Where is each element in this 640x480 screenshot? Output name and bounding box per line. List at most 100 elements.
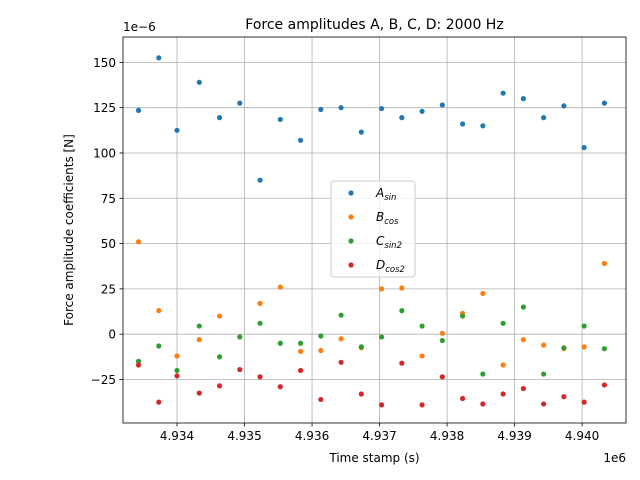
data-point-c-sin2 <box>358 344 364 350</box>
data-point-d-cos2 <box>601 382 607 388</box>
data-point-a-sin <box>338 105 344 111</box>
y-tick-label: −25 <box>91 373 116 387</box>
data-point-a-sin <box>520 96 526 102</box>
data-point-b-cos <box>338 336 344 342</box>
data-point-d-cos2 <box>297 367 304 374</box>
data-point-d-cos2 <box>216 383 223 389</box>
data-point-c-sin2 <box>277 340 283 346</box>
data-point-c-sin2 <box>439 337 445 344</box>
data-point-b-cos <box>257 300 263 306</box>
data-points <box>135 55 607 408</box>
data-point-b-cos <box>277 284 283 290</box>
data-point-a-sin <box>581 144 587 151</box>
x-tick-label: 4.938 <box>430 429 464 443</box>
data-point-a-sin <box>237 100 243 106</box>
data-point-a-sin <box>460 121 466 127</box>
data-point-d-cos2 <box>277 384 283 390</box>
data-point-c-sin2 <box>399 308 405 314</box>
data-point-c-sin2 <box>419 323 425 329</box>
y-tick-label: 100 <box>93 146 116 160</box>
data-point-d-cos2 <box>196 390 202 396</box>
data-point-b-cos <box>216 313 223 319</box>
data-point-a-sin <box>378 105 385 112</box>
data-point-c-sin2 <box>378 334 385 340</box>
plot-frame <box>122 36 627 424</box>
data-point-a-sin <box>601 100 607 106</box>
data-point-c-sin2 <box>601 346 607 352</box>
legend-marker <box>348 238 354 244</box>
data-point-b-cos <box>297 348 304 355</box>
data-point-c-sin2 <box>216 354 223 360</box>
data-point-b-cos <box>601 260 607 267</box>
data-point-b-cos <box>174 353 180 359</box>
axis-ticks: 4.934 4.935 4.936 4.937 4.938 4.939 4.940 −25 0 2… <box>91 56 600 443</box>
data-point-c-sin2 <box>561 345 567 351</box>
data-point-b-cos <box>520 337 526 343</box>
y-tick-label: 50 <box>101 237 116 251</box>
data-point-b-cos <box>135 239 142 245</box>
data-point-d-cos2 <box>480 401 486 407</box>
x-tick-label: 4.940 <box>565 429 599 443</box>
data-point-a-sin <box>216 115 223 121</box>
data-point-a-sin <box>358 129 364 135</box>
data-point-a-sin <box>135 107 142 113</box>
data-point-d-cos2 <box>460 395 466 402</box>
data-point-d-cos2 <box>174 373 180 379</box>
data-point-c-sin2 <box>520 304 526 310</box>
x-tick-label: 4.935 <box>227 429 261 443</box>
data-point-d-cos2 <box>419 402 425 408</box>
data-point-d-cos2 <box>378 402 385 408</box>
data-point-c-sin2 <box>135 358 142 364</box>
data-point-c-sin2 <box>460 313 466 319</box>
data-point-d-cos2 <box>439 374 445 380</box>
data-point-d-cos2 <box>237 366 243 373</box>
y-axis-label: Force amplitude coefficients [N] <box>62 134 76 326</box>
x-axis-label: Time stamp (s) <box>328 451 419 465</box>
data-point-d-cos2 <box>135 362 142 368</box>
data-point-c-sin2 <box>257 320 263 326</box>
data-point-d-cos2 <box>358 391 364 397</box>
data-point-a-sin <box>541 115 547 121</box>
x-tick-label: 4.934 <box>160 429 194 443</box>
data-point-c-sin2 <box>318 333 324 339</box>
data-point-a-sin <box>439 102 445 108</box>
data-point-a-sin <box>500 90 506 96</box>
y-tick-label: 150 <box>93 56 116 70</box>
legend-marker <box>348 214 354 220</box>
data-point-c-sin2 <box>338 312 344 318</box>
data-point-d-cos2 <box>500 391 506 397</box>
data-point-b-cos <box>500 362 506 368</box>
data-point-c-sin2 <box>500 320 506 326</box>
x-tick-label: 4.936 <box>295 429 329 443</box>
data-point-b-cos <box>439 330 445 336</box>
data-point-c-sin2 <box>480 371 486 377</box>
data-point-a-sin <box>561 103 567 109</box>
data-point-a-sin <box>419 108 425 114</box>
data-point-a-sin <box>174 127 180 133</box>
chart-title: Force amplitudes A, B, C, D: 2000 Hz <box>245 17 503 33</box>
data-point-c-sin2 <box>581 323 587 329</box>
data-point-b-cos <box>318 347 324 354</box>
data-point-d-cos2 <box>318 396 324 403</box>
data-point-a-sin <box>318 106 324 113</box>
y-tick-label: 75 <box>101 192 116 206</box>
data-point-c-sin2 <box>156 343 162 349</box>
data-point-a-sin <box>277 116 283 123</box>
y-tick-label: 25 <box>101 282 116 296</box>
data-point-d-cos2 <box>399 360 405 366</box>
data-point-d-cos2 <box>520 385 526 392</box>
x-offset-label: 1e6 <box>603 451 626 465</box>
data-point-b-cos <box>419 353 425 359</box>
data-point-b-cos <box>480 290 486 297</box>
data-point-d-cos2 <box>156 399 162 405</box>
data-point-b-cos <box>399 285 405 291</box>
data-point-c-sin2 <box>541 371 547 377</box>
data-point-a-sin <box>399 115 405 121</box>
data-point-d-cos2 <box>581 399 587 405</box>
y-offset-label: 1e−6 <box>123 20 156 34</box>
data-point-d-cos2 <box>561 394 567 400</box>
data-point-b-cos <box>156 308 162 314</box>
data-point-a-sin <box>297 137 304 143</box>
